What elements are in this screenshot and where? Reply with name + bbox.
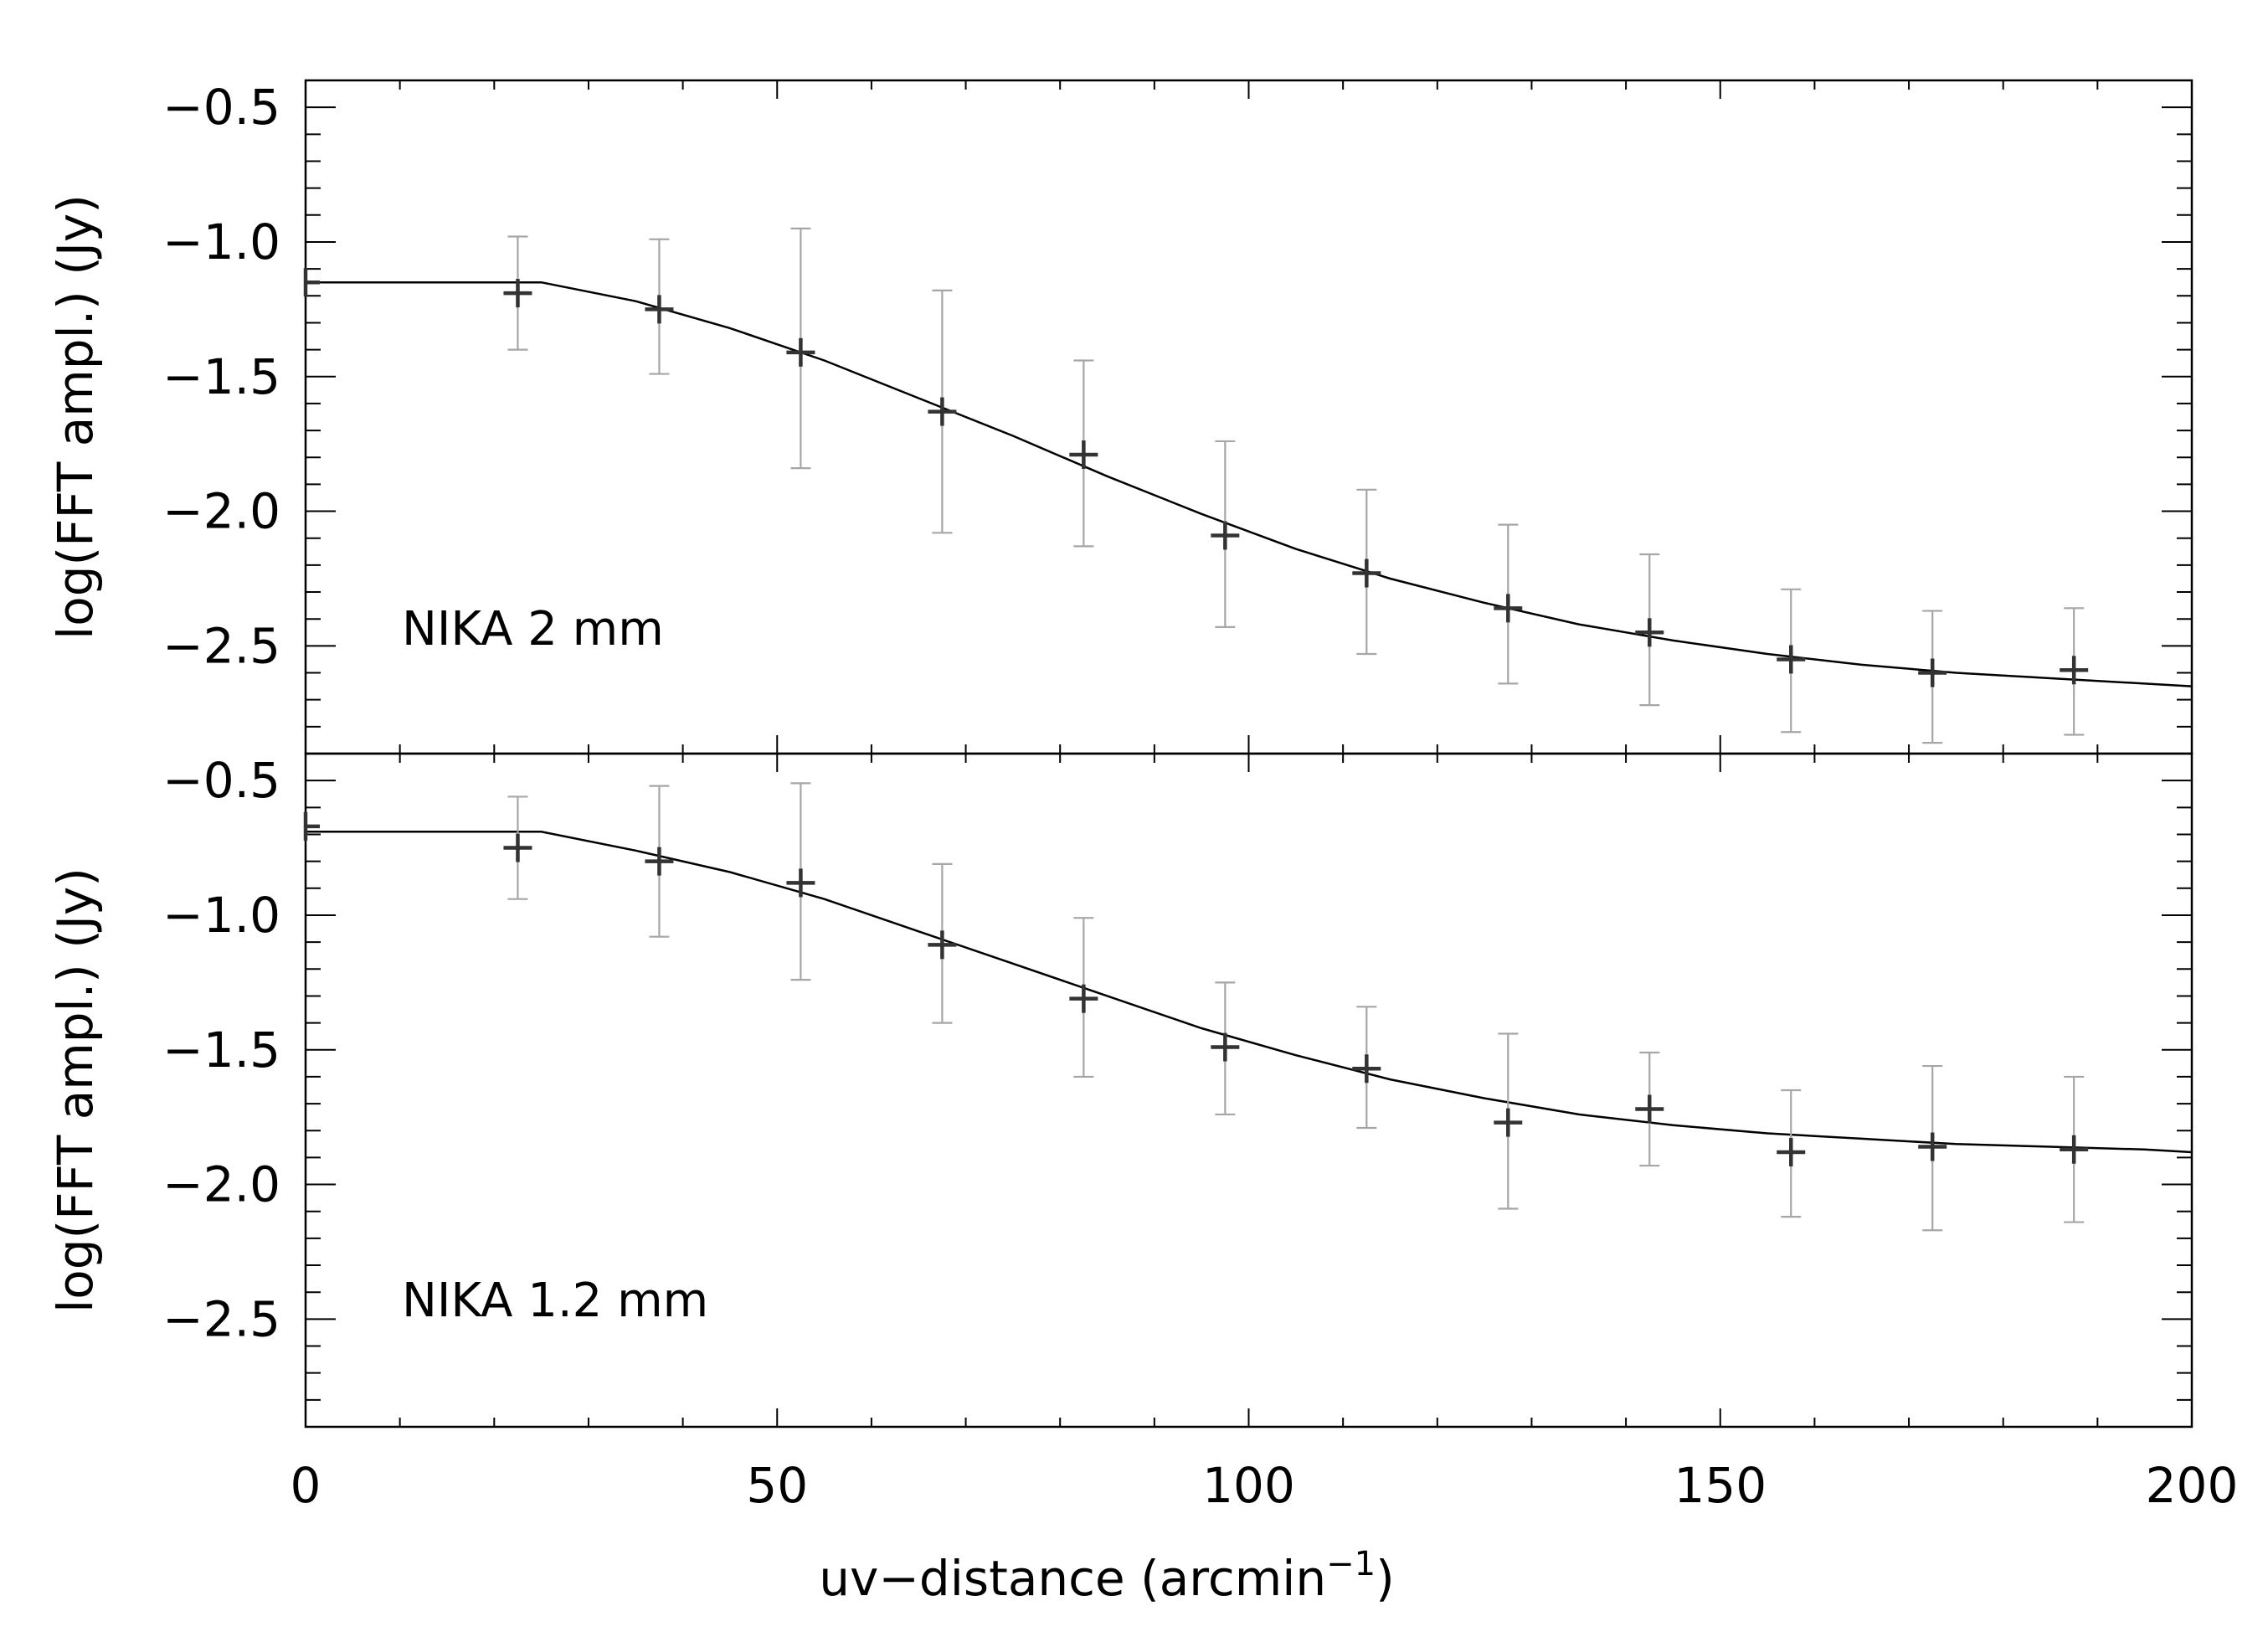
data-point xyxy=(1352,1054,1381,1084)
x-tick-label: 100 xyxy=(1202,1457,1295,1514)
y-axis-title: log(FFT ampl.) (Jy) xyxy=(47,194,104,640)
data-point xyxy=(1777,1137,1806,1166)
panel-nika-2mm: −0.5 −1.0 −1.5 −2.0 −2.5 log(FFT ampl.) (Jy) N… xyxy=(47,79,2193,755)
data-point xyxy=(928,930,957,960)
x-tick-label: 0 xyxy=(291,1457,321,1514)
panel-label: NIKA 2 mm xyxy=(402,602,664,656)
x-tick-label: 150 xyxy=(1674,1457,1767,1514)
x-tick-label: 200 xyxy=(2146,1457,2239,1514)
data-point xyxy=(2060,1135,2089,1164)
y-tick-label: −2.0 xyxy=(162,483,280,540)
data-point xyxy=(645,847,674,876)
y-tick-label: −1.5 xyxy=(162,348,280,405)
x-tick-label: 50 xyxy=(746,1457,808,1514)
data-point xyxy=(1494,594,1523,623)
data-point xyxy=(1494,1108,1523,1137)
data-point xyxy=(2060,656,2089,685)
x-axis-title: uv−distance (arcmin−1) xyxy=(819,1545,1395,1607)
y-tick-label: −2.5 xyxy=(162,1290,280,1347)
data-point xyxy=(303,268,320,297)
data-point xyxy=(1069,440,1098,470)
y-axis-title: log(FFT ampl.) (Jy) xyxy=(47,867,104,1313)
data-point xyxy=(645,295,674,324)
data-point xyxy=(1211,521,1240,550)
y-tick-label: −1.0 xyxy=(162,214,280,270)
y-tick-label: −2.5 xyxy=(162,617,280,674)
data-point xyxy=(503,279,532,308)
data-point xyxy=(786,868,815,898)
x-axis: 0 50 100 150 200 xyxy=(291,1457,2239,1514)
data-point xyxy=(786,337,815,367)
data-point xyxy=(303,811,320,841)
data-point xyxy=(1918,658,1947,687)
data-point xyxy=(1352,559,1381,588)
data-point xyxy=(1635,618,1664,647)
y-tick-label: −1.5 xyxy=(162,1022,280,1078)
y-tick-label: −2.0 xyxy=(162,1156,280,1213)
y-tick-label: −1.0 xyxy=(162,887,280,944)
data-point xyxy=(1069,984,1098,1013)
model-curve xyxy=(306,831,2193,1154)
y-tick-label: −0.5 xyxy=(162,752,280,809)
panel-label: NIKA 1.2 mm xyxy=(402,1274,708,1328)
data-point xyxy=(1635,1094,1664,1124)
data-point xyxy=(928,397,957,426)
data-point xyxy=(1211,1032,1240,1062)
data-point xyxy=(1777,645,1806,674)
y-tick-label: −0.5 xyxy=(162,79,280,136)
data-point xyxy=(1918,1132,1947,1161)
data-point xyxy=(503,833,532,862)
panel-nika-1p2mm: −0.5 −1.0 −1.5 −2.0 −2.5 log(FFT ampl.) (Jy) N… xyxy=(47,752,2193,1429)
